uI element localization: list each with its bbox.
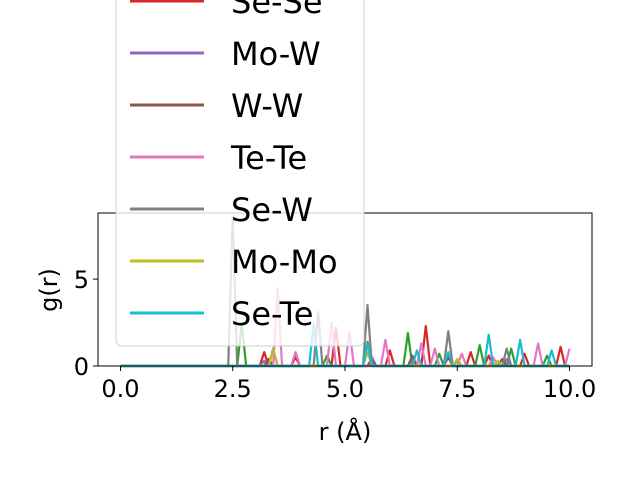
legend-box	[115, 0, 365, 347]
legend-entries: Se-Se Mo-W W-W Te-Te Se-W Mo-Mo Se-Te	[130, 0, 338, 333]
legend-label-se-w: Se-W	[231, 191, 313, 229]
legend-label-te-te: Te-Te	[230, 139, 307, 177]
legend-label-w-w: W-W	[231, 87, 303, 125]
y-tick-label: 0	[74, 353, 89, 381]
legend-label-se-te: Se-Te	[231, 295, 313, 333]
x-axis-title: r (Å)	[319, 417, 372, 446]
x-tick-label: 7.5	[438, 375, 476, 403]
x-tick-label: 5.0	[326, 375, 364, 403]
x-axis: 0.0 2.5 5.0 7.5 10.0	[101, 366, 596, 403]
legend-label-se-se: Se-Se	[231, 0, 323, 21]
y-tick-label: 5	[74, 266, 89, 294]
x-tick-label: 2.5	[214, 375, 252, 403]
legend: Se-Se Mo-W W-W Te-Te Se-W Mo-Mo Se-Te	[115, 0, 365, 347]
legend-label-mo-mo: Mo-Mo	[231, 243, 338, 281]
y-axis: 05	[74, 266, 98, 381]
x-tick-label: 10.0	[543, 375, 596, 403]
x-tick-label: 0.0	[101, 375, 139, 403]
y-axis-title: g(r)	[35, 268, 63, 312]
legend-label-mo-w: Mo-W	[231, 35, 321, 73]
